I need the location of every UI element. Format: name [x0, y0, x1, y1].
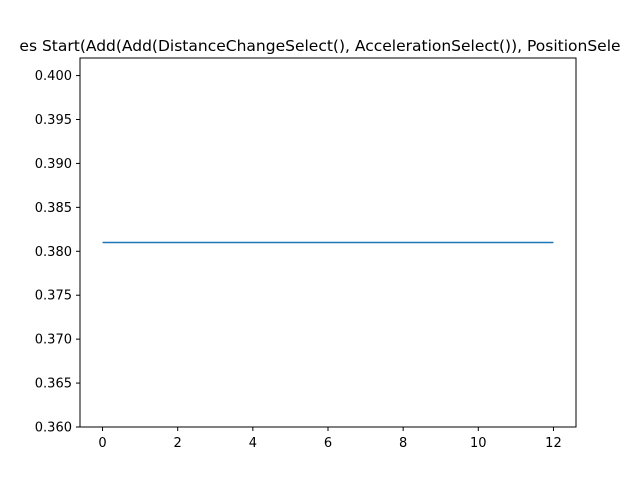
x-tick-label: 6 [324, 436, 332, 451]
y-tick-label: 0.370 [35, 333, 72, 348]
y-tick-label: 0.380 [35, 245, 72, 260]
y-tick-label: 0.365 [35, 377, 72, 392]
y-tick-label: 0.395 [35, 113, 72, 128]
y-tick-label: 0.400 [35, 69, 72, 84]
y-tick-label: 0.390 [35, 157, 72, 172]
x-tick-label: 10 [470, 436, 487, 451]
x-tick-label: 12 [545, 436, 562, 451]
x-tick-label: 4 [249, 436, 257, 451]
x-axis: 0 2 4 6 8 10 12 [98, 427, 562, 451]
x-tick-label: 0 [98, 436, 106, 451]
chart-title: es Start(Add(Add(DistanceChangeSelect(),… [19, 37, 620, 55]
y-tick-label: 0.375 [35, 289, 72, 304]
y-axis: 0.360 0.365 0.370 0.375 0.380 0.385 0.390 0.395… [35, 69, 80, 436]
y-tick-label: 0.360 [35, 421, 72, 436]
x-tick-label: 8 [399, 436, 407, 451]
x-tick-label: 2 [174, 436, 182, 451]
plot-frame [79, 57, 577, 428]
y-tick-label: 0.385 [35, 201, 72, 216]
